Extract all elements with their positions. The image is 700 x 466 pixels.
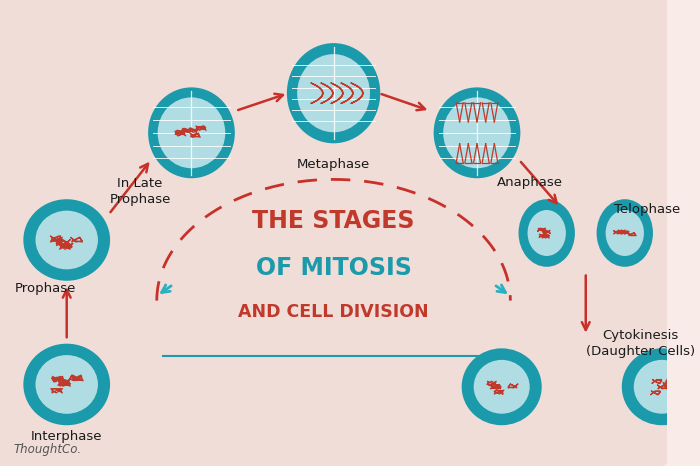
- Ellipse shape: [23, 344, 110, 425]
- Text: OF MITOSIS: OF MITOSIS: [256, 256, 412, 280]
- Ellipse shape: [443, 97, 511, 168]
- Ellipse shape: [519, 199, 575, 267]
- Ellipse shape: [462, 349, 542, 425]
- Ellipse shape: [287, 43, 380, 143]
- Text: Anaphase: Anaphase: [498, 176, 564, 189]
- Text: Cytokinesis
(Daughter Cells): Cytokinesis (Daughter Cells): [586, 329, 695, 357]
- FancyBboxPatch shape: [0, 0, 680, 466]
- Ellipse shape: [622, 349, 700, 425]
- Text: Prophase: Prophase: [15, 282, 76, 295]
- Ellipse shape: [36, 211, 98, 269]
- Ellipse shape: [606, 210, 644, 256]
- Ellipse shape: [297, 54, 370, 132]
- Ellipse shape: [23, 199, 110, 281]
- Text: Metaphase: Metaphase: [297, 158, 370, 171]
- Ellipse shape: [36, 355, 98, 414]
- Text: ThoughtCo.: ThoughtCo.: [13, 443, 82, 456]
- Ellipse shape: [474, 360, 530, 414]
- Ellipse shape: [158, 97, 225, 168]
- Ellipse shape: [634, 360, 690, 414]
- Text: THE STAGES: THE STAGES: [252, 209, 415, 233]
- Ellipse shape: [528, 210, 566, 256]
- Text: In Late
Prophase: In Late Prophase: [109, 177, 171, 206]
- Text: AND CELL DIVISION: AND CELL DIVISION: [238, 303, 429, 321]
- Text: Interphase: Interphase: [31, 430, 102, 443]
- Ellipse shape: [596, 199, 653, 267]
- Text: Telophase: Telophase: [614, 203, 680, 216]
- Ellipse shape: [433, 88, 520, 178]
- Ellipse shape: [148, 88, 235, 178]
